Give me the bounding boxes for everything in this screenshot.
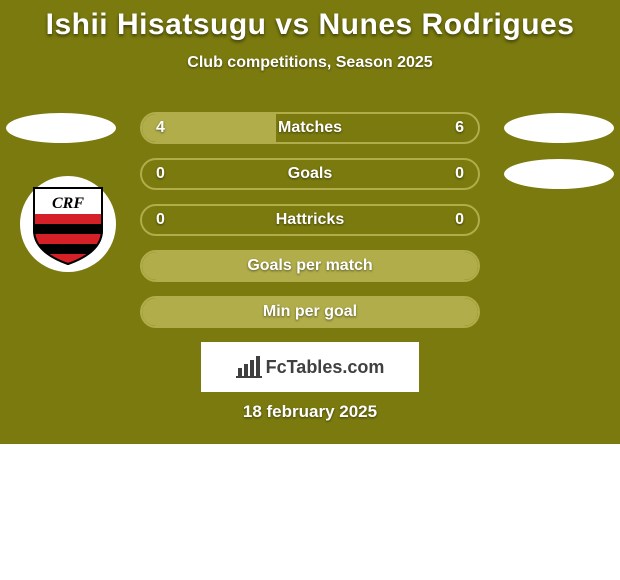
stat-value-right: 0 [455, 211, 464, 229]
stat-value-right: 0 [455, 165, 464, 183]
stat-label: Hattricks [276, 211, 344, 229]
stat-value-right: 6 [455, 119, 464, 137]
white-space-below [0, 444, 620, 580]
page-title: Ishii Hisatsugu vs Nunes Rodrigues [0, 8, 620, 42]
comparison-card: Ishii Hisatsugu vs Nunes Rodrigues Club … [0, 0, 620, 444]
stat-value-left: 4 [156, 119, 165, 137]
player-marker-right [504, 113, 614, 143]
club-badge-left: CRF [20, 176, 116, 272]
player-marker-left [6, 113, 116, 143]
bar-chart-icon [236, 356, 262, 378]
stat-label: Min per goal [263, 303, 357, 321]
stat-label: Goals [288, 165, 332, 183]
player-marker-right [504, 159, 614, 189]
brand-text: FcTables.com [266, 357, 385, 378]
flamengo-shield-icon: CRF [30, 182, 106, 266]
stat-bar: 0 Hattricks 0 [140, 204, 480, 236]
stat-bar: 4 Matches 6 [140, 112, 480, 144]
stat-bar: 0 Goals 0 [140, 158, 480, 190]
stat-bar: Goals per match [140, 250, 480, 282]
snapshot-date: 18 february 2025 [0, 402, 620, 422]
stat-label: Matches [278, 119, 342, 137]
page-subtitle: Club competitions, Season 2025 [0, 54, 620, 72]
stat-row: 4 Matches 6 [0, 112, 620, 144]
stat-row: Min per goal [0, 296, 620, 328]
stat-bar: Min per goal [140, 296, 480, 328]
stat-value-left: 0 [156, 211, 165, 229]
badge-monogram: CRF [52, 195, 84, 212]
brand-box: FcTables.com [201, 342, 419, 392]
stat-label: Goals per match [247, 257, 372, 275]
stat-value-left: 0 [156, 165, 165, 183]
